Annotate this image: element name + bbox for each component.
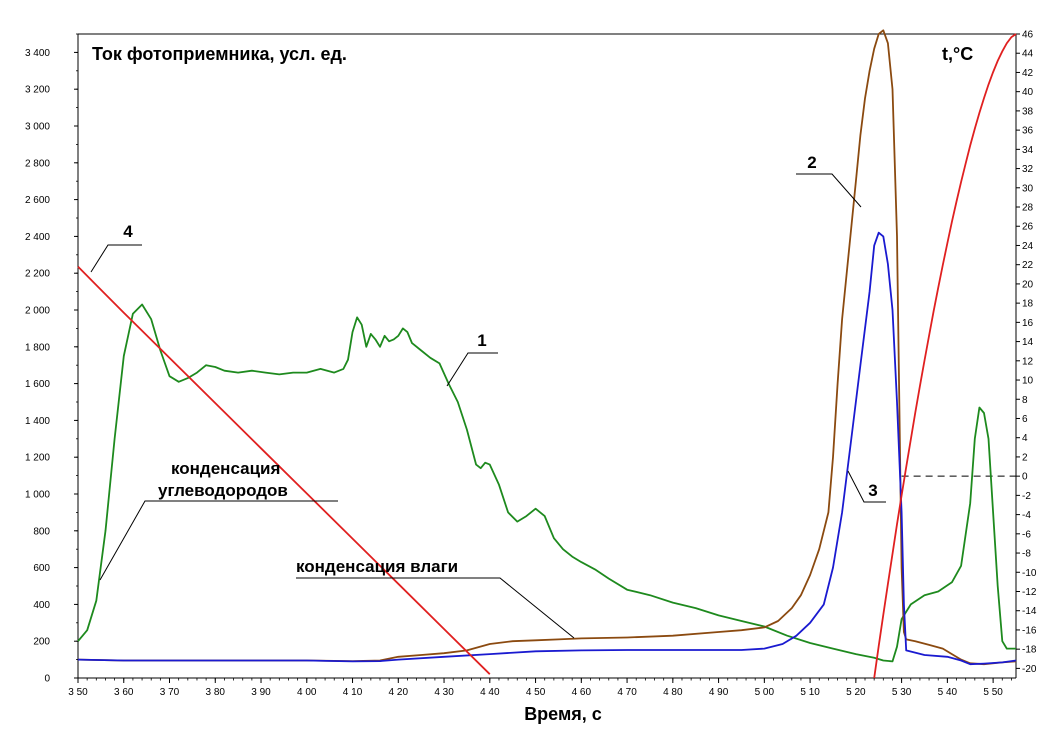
x-tick-label: 4 30 [434,687,454,698]
y-right-tick-label: 40 [1022,87,1034,98]
x-tick-label: 4 70 [617,687,637,698]
y-right-tick-label: 20 [1022,279,1034,290]
y-right-tick-label: 18 [1022,299,1034,310]
y-left-tick-label: 2 600 [25,195,50,206]
y-left-tick-label: 1 400 [25,416,50,427]
y-left-tick-label: 1 600 [25,379,50,390]
y-right-tick-label: 32 [1022,164,1034,175]
y-right-tick-label: -4 [1022,510,1031,521]
moisture-leader [296,577,575,639]
x-tick-label: 5 10 [800,687,820,698]
x-tick-label: 5 20 [846,687,866,698]
y-right-tick-label: 10 [1022,376,1034,387]
y-right-tick-label: -10 [1022,568,1037,579]
y-left-tick-label: 2 200 [25,269,50,280]
y-right-tick-label: 24 [1022,241,1034,252]
moisture-annotation: конденсация влаги [296,557,458,576]
y-left-tick-label: 400 [33,600,50,611]
hydrocarbons-annotation-line2: углеводородов [158,481,288,500]
series-4-label: 4 [123,222,133,241]
x-tick-label: 3 90 [251,687,271,698]
y-right-tick-label: -18 [1022,645,1037,656]
x-tick-label: 4 40 [480,687,500,698]
y-right-tick-label: -20 [1022,664,1037,675]
series-2-leader [796,173,862,208]
annotation-layer [90,173,886,639]
x-tick-label: 5 00 [755,687,775,698]
y-left-tick-label: 2 400 [25,232,50,243]
y-right-tick-label: -16 [1022,625,1037,636]
x-tick-label: 4 60 [572,687,592,698]
series-1-label: 1 [477,331,486,350]
axes-layer: 3 50 3 60 3 70 3 80 3 90 4 00 4 10 4 20 4 30 4 40… [25,30,1037,699]
y-right-tick-label: 16 [1022,318,1034,329]
y-left-tick-label: 600 [33,563,50,574]
y-right-tick-label: -8 [1022,549,1031,560]
y-right-tick-label: 26 [1022,222,1034,233]
y-right-tick-label: 22 [1022,260,1034,271]
y-right-tick-label: -2 [1022,491,1031,502]
y-right-tick-label: 38 [1022,106,1034,117]
series-4-heating-line [873,33,1017,679]
x-axis-label: Время, с [524,704,602,724]
x-tick-label: 3 50 [68,687,88,698]
y-right-tick-label: 28 [1022,203,1034,214]
y-right-tick-label: 44 [1022,49,1034,60]
y-left-tick-label: 2 000 [25,306,50,317]
x-tick-label: 5 40 [938,687,958,698]
y-right-tick-label: 2 [1022,452,1028,463]
y-right-tick-label: -14 [1022,606,1037,617]
x-tick-label: 4 50 [526,687,546,698]
y-right-tick-label: 36 [1022,126,1034,137]
x-tick-label: 3 70 [160,687,180,698]
series-layer [77,29,1017,679]
x-tick-label: 5 50 [983,687,1003,698]
y-right-tick-label: 14 [1022,337,1034,348]
y-right-tick-label: 46 [1022,30,1034,41]
y-left-tick-label: 1 200 [25,453,50,464]
y-left-tick-label: 3 000 [25,122,50,133]
y-left-tick-label: 200 [33,637,50,648]
y-right-tick-label: 6 [1022,414,1028,425]
y-right-tick-label: 30 [1022,183,1034,194]
series-4-line [77,265,491,675]
x-tick-label: 3 80 [206,687,226,698]
x-tick-label: 4 90 [709,687,729,698]
y-right-tick-label: 8 [1022,395,1028,406]
hydrocarbons-annotation-line1: конденсация [171,459,280,478]
y-right-tick-label: 4 [1022,433,1028,444]
series-1-line [77,303,1016,663]
x-tick-label: 4 80 [663,687,683,698]
x-tick-label: 4 00 [297,687,317,698]
y-left-tick-label: 2 800 [25,158,50,169]
y-right-tick-label: -6 [1022,529,1031,540]
x-tick-label: 4 20 [389,687,409,698]
y-left-tick-label: 3 200 [25,85,50,96]
x-tick-label: 5 30 [892,687,912,698]
hydrocarbons-leader [99,500,338,581]
y-left-tick-label: 800 [33,526,50,537]
y-left-tick-label: 1 000 [25,490,50,501]
y-right-tick-label: 12 [1022,356,1034,367]
left-axis-title: Ток фотоприемника, усл. ед. [92,44,347,64]
y-right-tick-label: -12 [1022,587,1037,598]
y-left-tick-label: 0 [44,674,50,685]
y-right-tick-label: 34 [1022,145,1034,156]
series-2-label: 2 [807,153,816,172]
series-3-line [77,231,1017,666]
x-tick-label: 3 60 [114,687,134,698]
y-left-tick-label: 1 800 [25,342,50,353]
y-right-tick-label: 42 [1022,68,1034,79]
series-4-leader [90,244,142,273]
series-1-leader [446,352,498,387]
x-tick-label: 4 10 [343,687,363,698]
y-left-tick-label: 3 400 [25,48,50,59]
y-right-tick-label: 0 [1022,472,1028,483]
right-axis-title: t,°C [942,44,973,64]
series-3-label: 3 [868,481,877,500]
series-3-leader [847,470,886,503]
